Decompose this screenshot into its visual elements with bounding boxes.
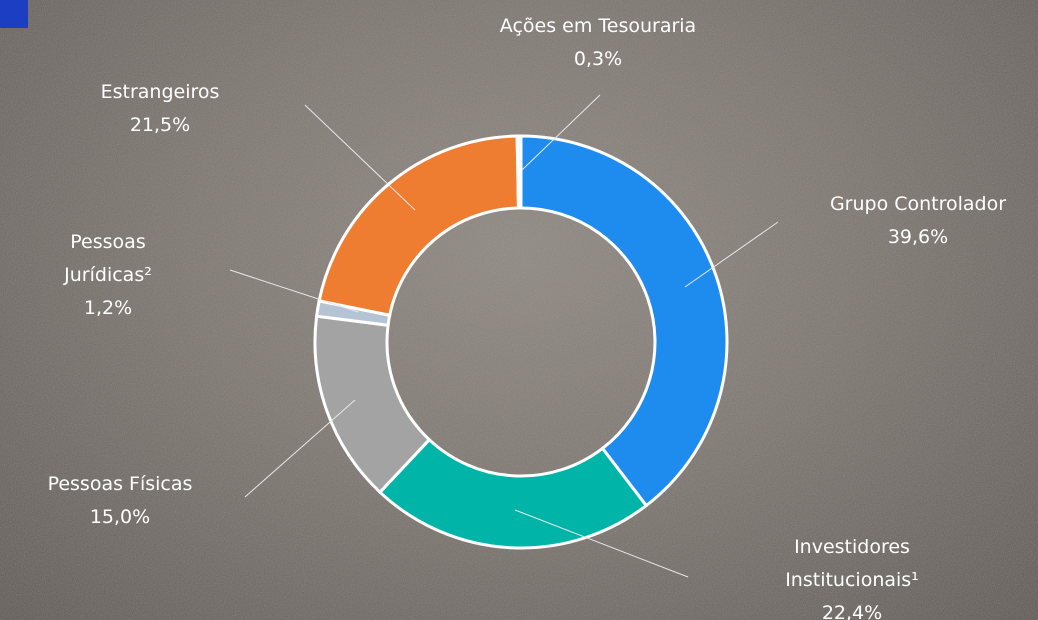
leader-line — [305, 105, 415, 210]
slice — [517, 136, 521, 208]
value-label: 39,6% — [798, 221, 1038, 254]
value-label: 22,4% — [762, 597, 942, 620]
value-label: 1,2% — [43, 292, 173, 325]
leader-line — [245, 400, 355, 497]
slice — [319, 136, 518, 315]
category-label: Ações em Tesouraria — [448, 10, 748, 43]
value-label: 15,0% — [0, 501, 240, 534]
value-label: 21,5% — [40, 109, 280, 142]
value-label: 0,3% — [448, 43, 748, 76]
page: Grupo Controlador39,6% Investidores Insti… — [0, 0, 1038, 620]
category-label: Estrangeiros — [40, 76, 280, 109]
category-label: Grupo Controlador — [798, 188, 1038, 221]
slice — [521, 136, 727, 506]
category-label: Pessoas Físicas — [0, 468, 240, 501]
category-label: Pessoas Jurídicas² — [43, 226, 173, 292]
category-label: Investidores Institucionais¹ — [762, 531, 942, 597]
slice — [380, 440, 646, 548]
